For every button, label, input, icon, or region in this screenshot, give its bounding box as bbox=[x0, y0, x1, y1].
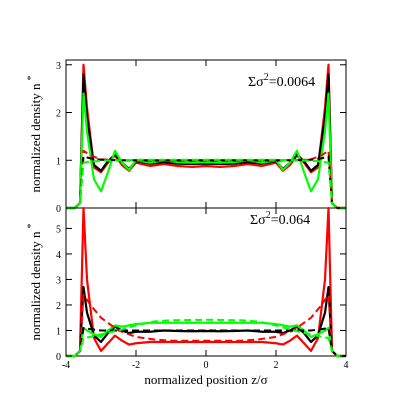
top-series-red-solid bbox=[66, 63, 346, 210]
bottom-series-green-dashed bbox=[66, 318, 346, 357]
bottom-series-red-solid bbox=[66, 206, 346, 358]
bottom-ticks-layer: 0 1 2 3 4 5 -4 -2 0 2 4 bbox=[56, 208, 349, 371]
bottom-series-black-solid bbox=[66, 286, 346, 358]
bottom-y-tick-label: 4 bbox=[56, 250, 61, 261]
bottom-annotation: Σσ2=0.064 bbox=[250, 210, 310, 228]
bottom-y-tick-label: 3 bbox=[56, 275, 61, 286]
top-ticks-layer: 0 1 2 3 bbox=[56, 60, 347, 215]
bottom-panel: 0 1 2 3 4 5 -4 -2 0 2 4 Σσ2=0.064 normalized densi… bbox=[26, 206, 349, 387]
top-annotation: Σσ2=0.0064 bbox=[248, 72, 315, 90]
bottom-series-red-dashed bbox=[66, 293, 346, 357]
bottom-series-black-dashed bbox=[66, 326, 346, 357]
x-tick-label: -4 bbox=[62, 360, 70, 371]
bottom-series-layer bbox=[66, 206, 346, 358]
x-tick-label: -2 bbox=[132, 360, 140, 371]
top-panel: 0 1 2 3 Σσ2=0.0064 normalized density n* bbox=[26, 59, 347, 215]
top-series-layer bbox=[66, 63, 346, 210]
x-tick-label: 4 bbox=[344, 360, 349, 371]
bottom-y-tick-label: 0 bbox=[56, 352, 61, 363]
top-y-tick-label: 0 bbox=[56, 204, 61, 215]
top-y-tick-label: 3 bbox=[56, 61, 61, 72]
x-tick-label: 0 bbox=[204, 360, 209, 371]
x-tick-label: 2 bbox=[274, 360, 279, 371]
top-series-black-solid bbox=[66, 73, 346, 210]
top-series-green-solid bbox=[66, 92, 346, 210]
top-series-green-dashed bbox=[66, 158, 346, 209]
top-y-tick-label: 2 bbox=[56, 109, 61, 120]
bottom-y-tick-label: 1 bbox=[56, 326, 61, 337]
bottom-y-tick-label: 5 bbox=[56, 224, 61, 235]
bottom-y-axis-label: normalized density n* bbox=[26, 223, 43, 340]
top-y-axis-label: normalized density n* bbox=[26, 75, 43, 192]
top-series-black-dashed bbox=[66, 155, 346, 209]
top-y-tick-label: 1 bbox=[56, 156, 61, 167]
bottom-y-tick-label: 2 bbox=[56, 301, 61, 312]
x-axis-label: normalized position z/σ bbox=[144, 372, 267, 387]
